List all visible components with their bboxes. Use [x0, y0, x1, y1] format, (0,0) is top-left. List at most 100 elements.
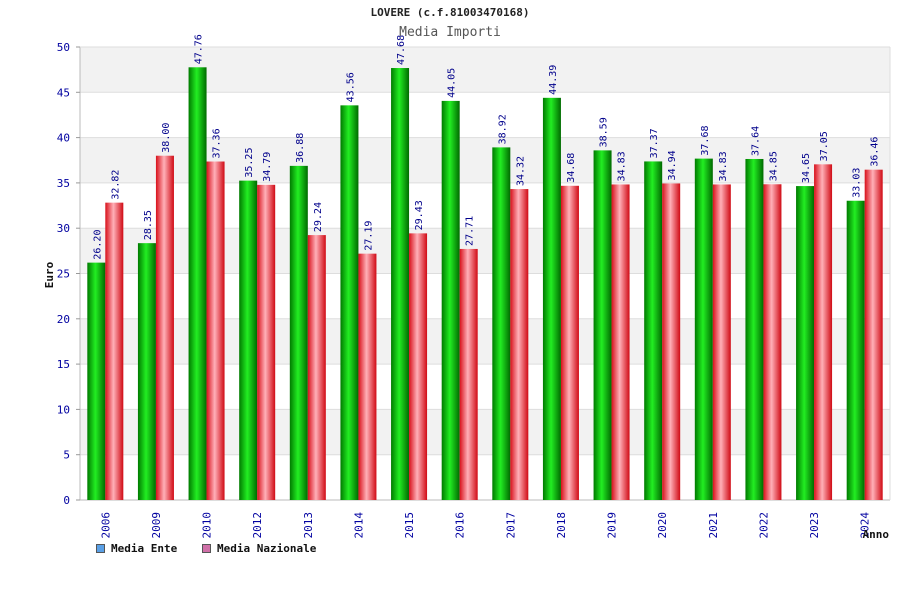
bar-media-ente [441, 100, 460, 501]
data-label: 43.56 [345, 72, 356, 102]
y-axis-label: Euro [43, 261, 56, 288]
x-axis-label: Anno [863, 528, 890, 541]
legend-swatch-media-nazionale [202, 544, 211, 553]
bar-media-ente [796, 186, 815, 501]
data-label: 34.83 [617, 151, 628, 181]
x-tick-label: 2020 [656, 512, 669, 539]
data-label: 34.32 [515, 156, 526, 186]
bar-media-ente [391, 68, 410, 501]
bar-media-ente [745, 158, 764, 500]
data-label: 26.20 [92, 230, 103, 260]
legend-item-media-nazionale: Media Nazionale [202, 542, 316, 555]
bar-media-nazionale [206, 161, 225, 500]
bar-media-ente [87, 262, 106, 500]
legend-label-media-nazionale: Media Nazionale [217, 542, 317, 555]
bar-media-nazionale [814, 164, 833, 500]
y-tick-label: 25 [57, 268, 70, 281]
bar-media-ente [188, 67, 207, 500]
x-tick-label: 2014 [352, 512, 365, 539]
x-tick-label: 2024 [859, 512, 872, 539]
chart-subtitle: Media Importi [399, 25, 501, 40]
y-tick-label: 50 [57, 41, 70, 54]
data-label: 37.37 [649, 128, 660, 158]
x-tick-label: 2018 [555, 512, 568, 539]
bar-media-nazionale [257, 184, 276, 500]
bar-media-ente [542, 97, 561, 500]
data-label: 37.64 [750, 126, 761, 156]
y-tick-label: 30 [57, 222, 70, 235]
legend-item-media-ente: Media Ente [96, 542, 177, 555]
data-label: 44.05 [447, 68, 458, 98]
legend-swatch-media-ente [96, 544, 105, 553]
x-tick-label: 2012 [251, 512, 264, 539]
data-label: 33.03 [852, 168, 863, 198]
data-label: 32.82 [110, 170, 121, 200]
x-tick-label: 2016 [454, 512, 467, 539]
bar-media-nazionale [155, 155, 174, 500]
data-label: 27.19 [363, 221, 374, 251]
y-tick-label: 40 [57, 132, 70, 145]
x-tick-label: 2017 [504, 512, 517, 539]
data-label: 37.68 [700, 126, 711, 156]
bar-media-nazionale [864, 169, 883, 500]
data-label: 35.25 [244, 148, 255, 178]
data-label: 37.36 [212, 128, 223, 158]
data-label: 34.83 [718, 151, 729, 181]
x-tick-label: 2019 [606, 512, 619, 539]
y-tick-label: 10 [57, 403, 70, 416]
data-label: 29.43 [414, 200, 425, 230]
data-label: 34.85 [768, 151, 779, 181]
bar-media-nazionale [307, 235, 326, 500]
data-label: 34.94 [667, 150, 678, 180]
bar-media-ente [340, 105, 359, 500]
bar-media-nazionale [409, 233, 428, 500]
bar-media-ente [846, 200, 865, 500]
bar-media-nazionale [560, 185, 579, 500]
data-label: 28.35 [143, 210, 154, 240]
data-label: 34.79 [262, 152, 273, 182]
data-label: 29.24 [313, 202, 324, 232]
bar-media-ente [239, 180, 258, 500]
plot-band [80, 47, 890, 93]
y-tick-label: 15 [57, 358, 70, 371]
data-label: 47.76 [194, 34, 205, 64]
data-label: 36.88 [295, 133, 306, 163]
data-label: 38.59 [599, 117, 610, 147]
bar-media-nazionale [105, 202, 124, 500]
y-tick-label: 35 [57, 177, 70, 190]
bar-media-nazionale [662, 183, 681, 500]
bar-media-ente [593, 150, 612, 500]
x-tick-label: 2009 [150, 512, 163, 539]
data-label: 37.05 [819, 131, 830, 161]
bar-media-ente [492, 147, 511, 500]
bar-media-nazionale [611, 184, 630, 501]
bar-media-ente [137, 243, 156, 501]
x-tick-label: 2021 [707, 512, 720, 539]
y-tick-label: 20 [57, 313, 70, 326]
bar-media-nazionale [510, 189, 529, 501]
bar-media-ente [694, 158, 713, 500]
x-tick-label: 2013 [302, 512, 315, 539]
x-tick-label: 2022 [757, 512, 770, 539]
bar-media-nazionale [459, 248, 478, 500]
data-label: 38.92 [497, 114, 508, 144]
legend-label-media-ente: Media Ente [111, 542, 178, 555]
bar-media-ente [644, 161, 663, 500]
chart-title: LOVERE (c.f.81003470168) [370, 6, 530, 19]
plot-band [80, 92, 890, 138]
bar-media-ente [289, 165, 308, 501]
x-tick-label: 2010 [201, 512, 214, 539]
data-label: 36.46 [870, 137, 881, 167]
data-label: 34.65 [801, 153, 812, 183]
x-tick-label: 2023 [808, 512, 821, 539]
y-tick-label: 5 [63, 449, 70, 462]
x-tick-label: 2006 [99, 512, 112, 539]
bar-media-nazionale [358, 253, 377, 500]
bar-media-nazionale [763, 184, 782, 500]
data-label: 44.39 [548, 65, 559, 95]
data-label: 38.00 [161, 123, 172, 153]
y-tick-label: 45 [57, 86, 70, 99]
data-label: 27.71 [465, 216, 476, 246]
data-label: 47.68 [396, 35, 407, 65]
